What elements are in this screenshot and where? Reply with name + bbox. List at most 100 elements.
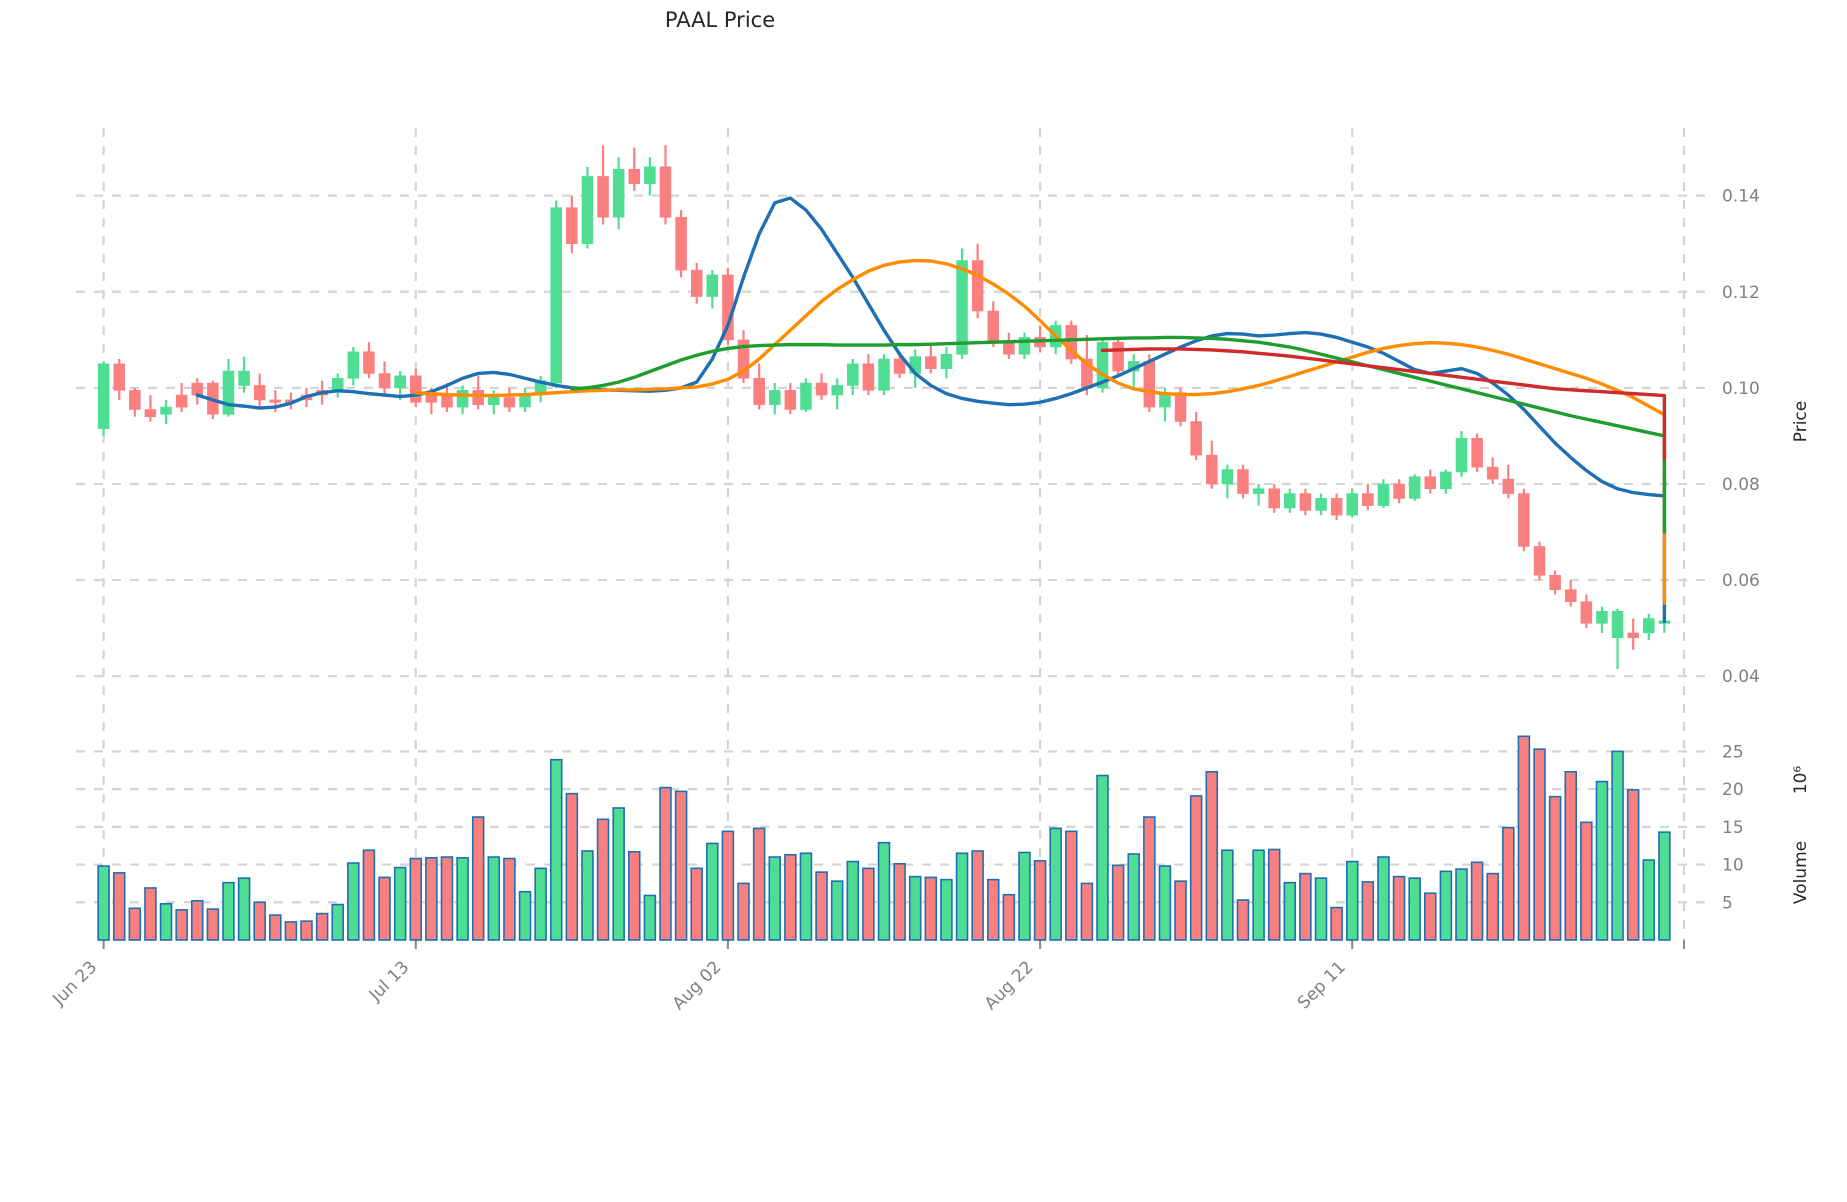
candle-body xyxy=(378,373,391,389)
volume-bar xyxy=(378,876,391,941)
candle-body xyxy=(847,363,859,386)
candle-body xyxy=(878,358,890,391)
volume-bar xyxy=(315,912,329,941)
candle-body xyxy=(566,207,578,245)
date-tick-label: Aug 22 xyxy=(981,957,1038,1014)
candle-body xyxy=(815,382,828,396)
volume-bar xyxy=(1127,853,1140,941)
price-tick-label: 0.08 xyxy=(1722,475,1760,495)
volume-bar xyxy=(1502,826,1515,941)
volume-bar xyxy=(253,901,266,941)
candle-body xyxy=(1252,488,1265,494)
volume-bar xyxy=(1564,770,1578,941)
volume-bar xyxy=(1065,830,1078,941)
candle-body xyxy=(1518,493,1530,547)
candle-body xyxy=(550,207,562,384)
candle-body xyxy=(410,375,422,403)
candle-body xyxy=(1315,498,1327,511)
candle-body xyxy=(1299,493,1312,511)
volume-bar xyxy=(643,894,657,941)
volume-bar xyxy=(503,857,516,941)
volume-bar xyxy=(1096,774,1109,941)
volume-bar xyxy=(659,786,672,941)
volume-bar xyxy=(1205,770,1219,941)
volume-bar xyxy=(534,867,547,941)
volume-bar xyxy=(144,887,157,941)
candle-body xyxy=(363,351,375,374)
volume-bar xyxy=(690,867,703,941)
volume-bar xyxy=(721,830,735,941)
volume-bar xyxy=(1392,875,1406,941)
candle-body xyxy=(675,216,687,271)
volume-bar xyxy=(1455,868,1468,941)
volume-bar xyxy=(1377,856,1390,941)
candle-body xyxy=(456,389,469,408)
volume-bar xyxy=(1345,860,1359,941)
volume-bar xyxy=(1252,849,1265,941)
candle-body xyxy=(1486,466,1499,480)
volume-exponent-label: 10⁶ xyxy=(1791,766,1811,795)
candle-body xyxy=(175,394,188,408)
volume-bar xyxy=(206,908,220,941)
candle-body xyxy=(441,394,453,408)
volume-bar xyxy=(815,871,828,941)
volume-bar xyxy=(456,856,469,941)
volume-bar xyxy=(1299,872,1312,941)
volume-bar xyxy=(1221,849,1234,941)
volume-bar xyxy=(112,872,126,941)
candle-body xyxy=(347,351,360,379)
candle-body xyxy=(503,397,516,408)
volume-bar xyxy=(1595,780,1609,941)
candle-body xyxy=(1221,469,1234,485)
volume-bar xyxy=(1283,881,1297,941)
volume-bar xyxy=(237,877,251,941)
candle-body xyxy=(1393,483,1405,499)
volume-bar xyxy=(1080,882,1094,941)
candle-body xyxy=(425,394,438,403)
volume-bar xyxy=(159,902,173,941)
volume-bar xyxy=(752,827,766,941)
volume-bar xyxy=(971,850,984,941)
candle-body xyxy=(1627,632,1639,639)
volume-bar xyxy=(1580,821,1593,941)
volume-bar xyxy=(877,841,891,941)
volume-bar xyxy=(1424,892,1437,941)
volume-bar xyxy=(347,862,360,941)
volume-bar xyxy=(222,881,235,941)
candle-body xyxy=(706,274,719,297)
volume-bar xyxy=(893,863,906,941)
candle-body xyxy=(222,370,235,415)
volume-bar xyxy=(1486,872,1499,941)
candle-body xyxy=(253,385,266,401)
volume-bar xyxy=(1611,750,1624,941)
candle-body xyxy=(1018,337,1031,355)
volume-tick-label: 20 xyxy=(1722,780,1744,800)
candle-body xyxy=(1643,618,1655,634)
candle-body xyxy=(1596,611,1608,624)
price-tick-label: 0.04 xyxy=(1722,667,1760,687)
volume-bar xyxy=(924,876,938,941)
candle-body xyxy=(1003,341,1015,355)
volume-bar xyxy=(1236,899,1250,941)
price-tick-label: 0.06 xyxy=(1722,571,1760,591)
candle-body xyxy=(862,363,875,391)
volume-bar xyxy=(440,856,454,941)
ma-line-ma_xlong xyxy=(1100,347,1667,461)
volume-bar xyxy=(362,849,376,941)
candle-body xyxy=(581,176,594,245)
volume-bar xyxy=(487,856,501,941)
candle-body xyxy=(331,377,344,391)
candle-body xyxy=(129,389,141,410)
candle-body xyxy=(1237,469,1249,494)
candle-body xyxy=(1455,438,1468,473)
volume-bar xyxy=(331,903,344,941)
candle-body xyxy=(191,382,204,396)
candle-body xyxy=(784,389,797,410)
volume-bar xyxy=(1267,848,1281,941)
volume-bar xyxy=(940,878,953,941)
volume-bar xyxy=(955,852,969,941)
volume-bar xyxy=(674,790,688,941)
candle-body xyxy=(472,389,484,405)
volume-bar xyxy=(1018,851,1031,941)
